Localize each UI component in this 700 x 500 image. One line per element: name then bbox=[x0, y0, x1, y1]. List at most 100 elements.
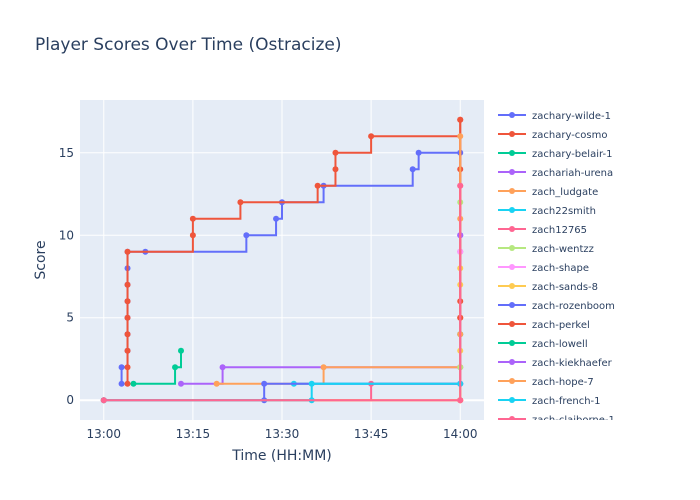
legend-marker bbox=[509, 340, 515, 346]
data-point bbox=[189, 232, 196, 239]
y-axis-ticks: 0 5 10 15 bbox=[59, 146, 74, 407]
data-point bbox=[124, 331, 131, 338]
data-point bbox=[457, 133, 464, 140]
legend-marker bbox=[509, 397, 515, 403]
legend-label: zach-lowell bbox=[532, 339, 588, 350]
x-tick-label: 13:45 bbox=[354, 427, 389, 441]
data-point bbox=[124, 314, 131, 321]
legend-item[interactable]: zach-wentzz bbox=[498, 244, 594, 255]
legend-item[interactable]: zach-perkel bbox=[498, 320, 590, 331]
legend-item[interactable]: zach-lowell bbox=[498, 339, 588, 350]
legend-marker bbox=[509, 359, 515, 365]
legend-label: zachary-cosmo bbox=[532, 130, 608, 141]
legend-label: zach-claiborne-1 bbox=[532, 415, 615, 426]
legend-item[interactable]: zachariah-urena bbox=[498, 168, 613, 179]
x-axis-title: Time (HH:MM) bbox=[231, 448, 332, 464]
legend-marker bbox=[509, 131, 515, 137]
y-tick-label: 10 bbox=[59, 228, 74, 242]
x-axis-ticks: 13:00 13:15 13:30 13:45 14:00 bbox=[86, 427, 477, 441]
data-point bbox=[124, 364, 131, 371]
x-tick-label: 13:30 bbox=[265, 427, 300, 441]
data-point bbox=[457, 182, 464, 189]
x-tick-label: 14:00 bbox=[443, 427, 478, 441]
legend-marker bbox=[509, 245, 515, 251]
data-point bbox=[130, 380, 137, 387]
legend-label: zach-kiekhaefer bbox=[532, 358, 613, 369]
legend-marker bbox=[509, 378, 515, 384]
x-tick-label: 13:00 bbox=[86, 427, 121, 441]
data-point bbox=[273, 215, 280, 222]
data-point bbox=[172, 364, 179, 371]
series-zachary-belair-1 bbox=[130, 347, 184, 387]
series-zach-claiborne-1 bbox=[100, 182, 464, 404]
chart-title: Player Scores Over Time (Ostracize) bbox=[35, 35, 342, 55]
data-point bbox=[219, 364, 226, 371]
legend-label: zachary-wilde-1 bbox=[532, 111, 611, 122]
data-point bbox=[409, 166, 416, 173]
data-point bbox=[124, 281, 131, 288]
legend[interactable]: zachary-wilde-1 zachary-cosmo zachary-bela… bbox=[498, 111, 615, 426]
legend-marker bbox=[509, 321, 515, 327]
legend-item[interactable]: zach12765 bbox=[498, 225, 587, 236]
data-point bbox=[237, 199, 244, 206]
data-point bbox=[189, 215, 196, 222]
data-point bbox=[118, 364, 125, 371]
data-point bbox=[320, 364, 327, 371]
legend-marker bbox=[509, 188, 515, 194]
legend-marker bbox=[509, 264, 515, 270]
legend-item[interactable]: zach-hope-7 bbox=[498, 377, 594, 388]
legend-label: zach-hope-7 bbox=[532, 377, 594, 388]
legend-label: zach-sands-8 bbox=[532, 282, 598, 293]
y-tick-label: 0 bbox=[66, 393, 74, 407]
data-point bbox=[457, 397, 464, 404]
data-point bbox=[261, 380, 268, 387]
legend-marker bbox=[509, 169, 515, 175]
y-axis-title: Score bbox=[33, 240, 49, 279]
legend-item[interactable]: zach_ludgate bbox=[498, 187, 598, 198]
data-point bbox=[415, 149, 422, 156]
data-point bbox=[124, 248, 131, 255]
x-tick-label: 13:15 bbox=[176, 427, 211, 441]
legend-label: zach22smith bbox=[532, 206, 596, 217]
legend-label: zach-perkel bbox=[532, 320, 590, 331]
legend-item[interactable]: zachary-wilde-1 bbox=[498, 111, 611, 122]
data-point bbox=[314, 182, 321, 189]
y-tick-label: 15 bbox=[59, 146, 74, 160]
data-point bbox=[178, 380, 184, 387]
legend-label: zach12765 bbox=[532, 225, 587, 236]
legend-marker bbox=[509, 207, 515, 213]
legend-marker bbox=[509, 302, 515, 308]
legend-item[interactable]: zach-shape bbox=[498, 263, 589, 274]
y-tick-label: 5 bbox=[66, 311, 74, 325]
legend-item[interactable]: zach-french-1 bbox=[498, 396, 601, 407]
legend-label: zach-shape bbox=[532, 263, 589, 274]
legend-item[interactable]: zach-sands-8 bbox=[498, 282, 598, 293]
legend-label: zach-wentzz bbox=[532, 244, 594, 255]
legend-item[interactable]: zachary-belair-1 bbox=[498, 149, 612, 160]
data-point bbox=[332, 149, 339, 156]
data-point bbox=[178, 347, 184, 354]
data-point bbox=[124, 347, 131, 354]
legend-marker bbox=[509, 112, 515, 118]
legend-item[interactable]: zach-claiborne-1 bbox=[498, 415, 615, 426]
legend-label: zachary-belair-1 bbox=[532, 149, 612, 160]
data-point bbox=[100, 397, 107, 404]
legend-item[interactable]: zach-kiekhaefer bbox=[498, 358, 613, 369]
data-point bbox=[124, 298, 131, 305]
legend-item[interactable]: zachary-cosmo bbox=[498, 130, 608, 141]
legend-label: zachariah-urena bbox=[532, 168, 613, 179]
data-point bbox=[243, 232, 250, 239]
data-point bbox=[118, 380, 125, 387]
legend-label: zach-french-1 bbox=[532, 396, 601, 407]
legend-item[interactable]: zach-rozenboom bbox=[498, 301, 615, 312]
legend-marker bbox=[509, 226, 515, 232]
legend-marker bbox=[509, 416, 515, 420]
data-point bbox=[124, 380, 131, 387]
series bbox=[100, 116, 464, 404]
legend-marker bbox=[509, 150, 515, 156]
data-point bbox=[308, 380, 315, 387]
data-point bbox=[332, 166, 339, 173]
data-point bbox=[457, 116, 464, 123]
legend-item[interactable]: zach22smith bbox=[498, 206, 596, 217]
